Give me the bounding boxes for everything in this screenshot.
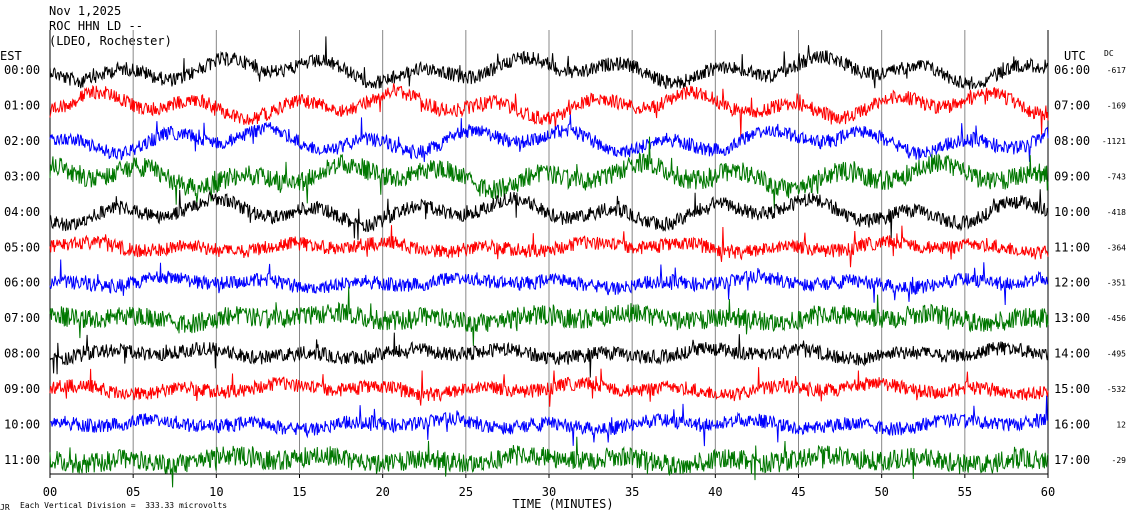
- trace-0300: [49, 136, 1049, 209]
- dc-value-3: -743: [1107, 172, 1126, 181]
- utc-label-0700: 07:00: [1054, 98, 1090, 112]
- trace-0400: [49, 189, 1049, 240]
- dc-value-11: -29: [1112, 456, 1127, 465]
- trace-0500: [49, 225, 1049, 268]
- dc-value-1: -169: [1107, 101, 1126, 110]
- dc-value-0: -617: [1107, 66, 1126, 75]
- utc-label-0800: 08:00: [1054, 134, 1090, 148]
- utc-label-0900: 09:00: [1054, 169, 1090, 183]
- x-tick-label-55: 55: [958, 485, 972, 499]
- scale-note: Each Vertical Division = 333.33 microvol…: [20, 501, 228, 510]
- utc-label-1100: 11:00: [1054, 240, 1090, 254]
- est-label-0400: 04:00: [4, 205, 40, 219]
- dc-value-2: -1121: [1102, 137, 1126, 146]
- x-tick-label-35: 35: [625, 485, 639, 499]
- x-tick-label-20: 20: [375, 485, 389, 499]
- est-label-0900: 09:00: [4, 382, 40, 396]
- x-tick-label-30: 30: [542, 485, 556, 499]
- date-label: Nov 1,2025: [49, 4, 122, 18]
- network-label: (LDEO, Rochester): [49, 34, 172, 48]
- dc-value-6: -351: [1107, 279, 1126, 288]
- x-tick-label-10: 10: [209, 485, 223, 499]
- utc-label-0600: 06:00: [1054, 63, 1090, 77]
- trace-0700: [49, 286, 1049, 346]
- utc-label-1000: 10:00: [1054, 205, 1090, 219]
- utc-label-1400: 14:00: [1054, 347, 1090, 361]
- x-tick-label-45: 45: [791, 485, 805, 499]
- x-axis-title: TIME (MINUTES): [512, 497, 613, 511]
- x-tick-label-00: 00: [43, 485, 57, 499]
- x-tick-label-50: 50: [874, 485, 888, 499]
- est-label-0500: 05:00: [4, 240, 40, 254]
- dc-value-5: -364: [1107, 243, 1126, 252]
- est-label-0300: 03:00: [4, 169, 40, 183]
- trace-0900: [49, 367, 1049, 407]
- dc-value-4: -418: [1107, 208, 1126, 217]
- x-tick-label-15: 15: [292, 485, 306, 499]
- trace-0000: [49, 36, 1049, 90]
- dc-value-9: -532: [1107, 385, 1126, 394]
- y-axis-labels: 00:00 06:00 -617 01:00 07:00 -169 02:00 08:00 -1…: [4, 63, 1126, 467]
- utc-label-1600: 16:00: [1054, 418, 1090, 432]
- est-label-0700: 07:00: [4, 311, 40, 325]
- est-label-1100: 11:00: [4, 453, 40, 467]
- right-timezone-label: UTC: [1064, 49, 1086, 63]
- trace-1000: [49, 395, 1049, 447]
- x-axis: 00 05 10 15 20 25 30 35 40 45 50 55 60: [43, 474, 1055, 499]
- utc-label-1200: 12:00: [1054, 276, 1090, 290]
- logo-mark: JR: [0, 503, 10, 512]
- x-tick-label-40: 40: [708, 485, 722, 499]
- left-timezone-label: EST: [0, 49, 22, 63]
- est-label-0200: 02:00: [4, 134, 40, 148]
- dc-value-8: -495: [1107, 350, 1126, 359]
- station-label: ROC HHN LD --: [49, 19, 143, 33]
- trace-1100: [49, 436, 1049, 488]
- trace-0600: [49, 259, 1048, 306]
- dc-header-label: DC: [1104, 49, 1114, 58]
- est-label-0000: 00:00: [4, 63, 40, 77]
- utc-label-1700: 17:00: [1054, 453, 1090, 467]
- x-tick-label-60: 60: [1041, 485, 1055, 499]
- utc-label-1500: 15:00: [1054, 382, 1090, 396]
- utc-label-1300: 13:00: [1054, 311, 1090, 325]
- trace-0200: [49, 114, 1049, 163]
- est-label-1000: 10:00: [4, 418, 40, 432]
- trace-0800: [49, 332, 1049, 378]
- est-label-0100: 01:00: [4, 98, 40, 112]
- est-label-0600: 06:00: [4, 276, 40, 290]
- trace-0100: [49, 83, 1049, 138]
- dc-value-10: 12: [1116, 421, 1126, 430]
- dc-value-7: -456: [1107, 314, 1126, 323]
- plot-traces: [49, 36, 1049, 488]
- est-label-0800: 08:00: [4, 347, 40, 361]
- x-tick-label-25: 25: [459, 485, 473, 499]
- x-tick-label-05: 05: [126, 485, 140, 499]
